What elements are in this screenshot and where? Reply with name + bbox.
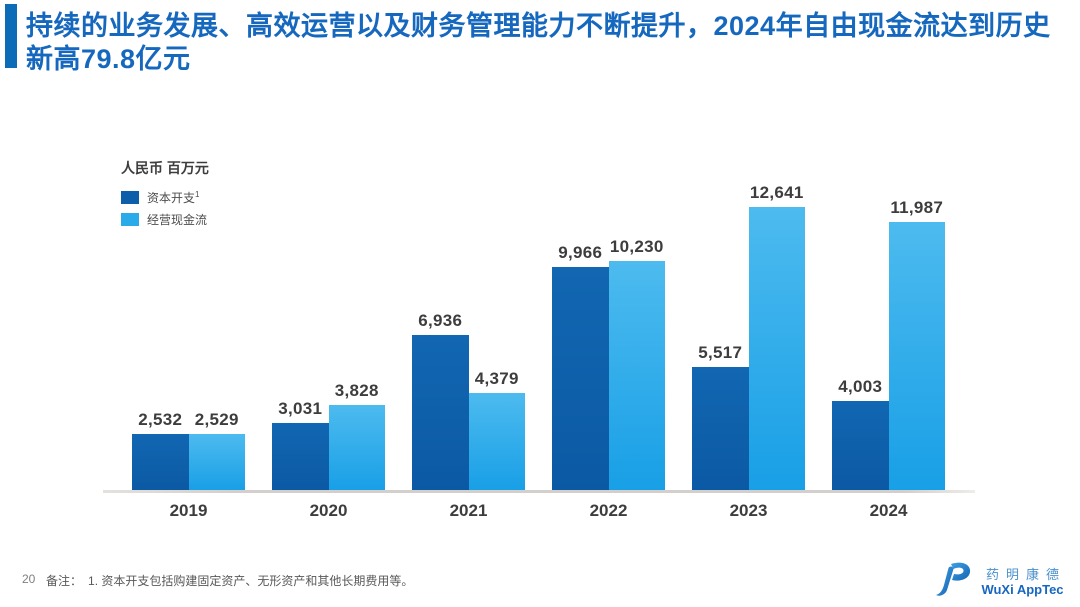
value-label-capex-2024: 4,003 — [838, 377, 883, 397]
bar-capex-2020 — [272, 422, 329, 491]
x-tick-2023: 2023 — [729, 501, 768, 520]
value-label-ocf-2019: 2,529 — [194, 410, 239, 430]
x-tick-2020: 2020 — [309, 501, 348, 520]
bar-capex-2024 — [832, 401, 889, 491]
bar-ocf-2022 — [608, 261, 665, 491]
logo-chinese-name: 药明康德 — [985, 566, 1066, 582]
legend-item-ocf: 经营现金流 — [121, 211, 207, 228]
footnote: 备注： 1. 资本开支包括购建固定资产、无形资产和其他长期费用等。 — [46, 572, 413, 589]
bar-capex-2022 — [552, 267, 609, 491]
footnote-text: 1. 资本开支包括购建固定资产、无形资产和其他长期费用等。 — [88, 574, 414, 588]
bar-ocf-2023 — [748, 207, 805, 491]
x-tick-2021: 2021 — [449, 501, 488, 520]
value-label-ocf-2022: 10,230 — [609, 237, 664, 257]
chart-legend: 资本开支1 经营现金流 — [121, 190, 207, 234]
legend-text-ocf: 经营现金流 — [147, 212, 208, 227]
x-axis-line — [103, 490, 975, 493]
bar-capex-2019 — [132, 434, 189, 491]
bar-capex-2023 — [692, 367, 749, 491]
value-label-ocf-2021: 4,379 — [474, 368, 519, 388]
legend-label-ocf: 经营现金流 — [147, 211, 207, 228]
legend-text-capex: 资本开支 — [147, 190, 196, 205]
wuxi-p-logo-icon — [933, 560, 973, 603]
x-tick-2024: 2024 — [869, 501, 908, 520]
value-label-capex-2019: 2,532 — [138, 410, 183, 430]
logo-english-name: WuXi AppTec — [981, 581, 1064, 597]
capex-swatch — [121, 190, 139, 204]
value-label-ocf-2024: 11,987 — [890, 197, 944, 217]
value-label-capex-2022: 9,966 — [558, 243, 603, 263]
title-accent-bar — [5, 4, 17, 68]
value-label-capex-2020: 3,031 — [278, 398, 323, 418]
legend-item-capex: 资本开支1 — [121, 189, 207, 206]
x-tick-2019: 2019 — [169, 501, 208, 520]
value-label-ocf-2023: 12,641 — [749, 183, 804, 202]
logo-wordmark: 药明康德 WuXi AppTec — [979, 567, 1066, 597]
wuxi-apptec-logo: 药明康德 WuXi AppTec — [933, 560, 1066, 603]
page-number: 20 — [22, 572, 36, 586]
bar-capex-2021 — [412, 335, 469, 491]
bar-ocf-2019 — [188, 434, 245, 491]
value-label-ocf-2020: 3,828 — [334, 381, 379, 400]
value-label-capex-2023: 5,517 — [698, 343, 743, 363]
x-tick-2022: 2022 — [589, 501, 628, 520]
page-title: 持续的业务发展、高效运营以及财务管理能力不断提升，2024年自由现金流达到历史新… — [26, 11, 1051, 74]
footnote-label: 备注： — [46, 574, 83, 588]
bar-ocf-2021 — [468, 392, 525, 491]
bar-ocf-2024 — [888, 221, 945, 491]
chart-unit-label: 人民币 百万元 — [121, 160, 209, 176]
ocf-swatch — [121, 212, 139, 226]
legend-footnote-ref: 1 — [195, 189, 200, 199]
legend-label-capex: 资本开支1 — [147, 189, 199, 206]
bar-ocf-2020 — [328, 405, 385, 491]
value-label-capex-2021: 6,936 — [418, 311, 463, 331]
